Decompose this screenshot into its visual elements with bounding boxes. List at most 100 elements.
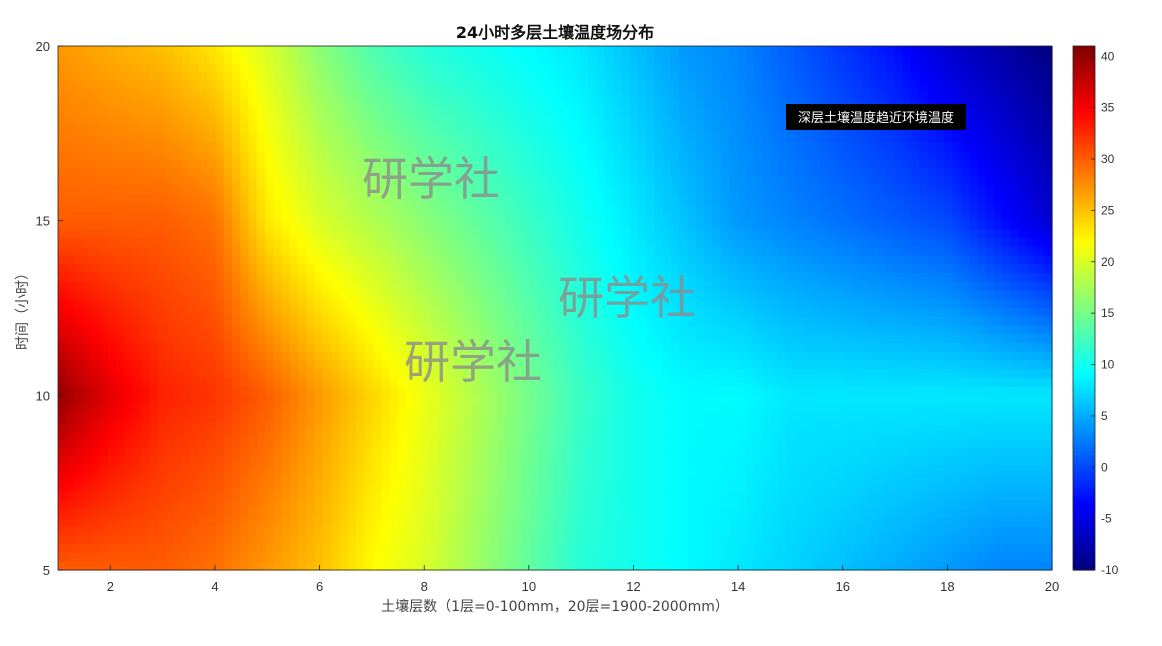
heatmap-cell: [521, 482, 531, 492]
heatmap-cell: [273, 552, 283, 562]
heatmap-cell: [604, 185, 614, 196]
heatmap-cell: [654, 325, 664, 335]
heatmap-cell: [637, 430, 647, 440]
heatmap-cell: [579, 421, 589, 431]
heatmap-cell: [588, 369, 598, 379]
heatmap-cell: [289, 168, 299, 178]
heatmap-cell: [132, 133, 142, 143]
heatmap-cell: [198, 124, 208, 134]
heatmap-cell: [298, 124, 308, 134]
heatmap-cell: [596, 430, 606, 440]
heatmap-cell: [339, 543, 349, 554]
heatmap-cell: [646, 386, 655, 396]
heatmap-cell: [165, 203, 175, 213]
heatmap-cell: [687, 150, 697, 161]
heatmap-cell: [629, 89, 639, 99]
heatmap-cell: [281, 430, 291, 440]
heatmap-cell: [604, 447, 614, 458]
heatmap-cell: [472, 465, 482, 475]
heatmap-cell: [82, 159, 92, 169]
heatmap-cell: [596, 500, 606, 510]
heatmap-cell: [505, 133, 515, 143]
heatmap-cell: [347, 72, 357, 82]
heatmap-cell: [372, 72, 382, 82]
heatmap-cell: [695, 491, 705, 501]
heatmap-cell: [190, 150, 200, 161]
heatmap-cell: [215, 395, 225, 405]
heatmap-cell: [563, 150, 573, 161]
heatmap-cell: [372, 290, 382, 300]
heatmap-cell: [488, 386, 498, 396]
heatmap-cell: [91, 115, 101, 126]
heatmap-cell: [720, 316, 730, 327]
heatmap-cell: [720, 211, 730, 222]
heatmap-cell: [198, 238, 208, 248]
heatmap-cell: [546, 412, 556, 423]
heatmap-cell: [422, 473, 432, 484]
heatmap-cell: [107, 185, 117, 196]
heatmap-cell: [323, 177, 332, 187]
heatmap-cell: [124, 290, 134, 300]
heatmap-cell: [240, 377, 250, 388]
heatmap-cell: [472, 98, 482, 108]
heatmap-cell: [165, 63, 175, 73]
heatmap-cell: [405, 456, 415, 466]
heatmap-cell: [555, 508, 564, 519]
heatmap-cell: [372, 299, 382, 309]
heatmap-cell: [629, 325, 639, 335]
heatmap-cell: [612, 552, 622, 562]
heatmap-cell: [588, 325, 598, 335]
heatmap-cell: [422, 421, 432, 431]
heatmap-cell: [124, 456, 134, 466]
heatmap-cell: [679, 107, 689, 117]
heatmap-cell: [571, 369, 581, 379]
heatmap-cell: [695, 508, 705, 519]
heatmap-cell: [422, 439, 432, 449]
heatmap-cell: [157, 395, 167, 405]
heatmap-cell: [430, 552, 440, 562]
heatmap-cell: [99, 377, 109, 388]
heatmap-cell: [389, 430, 399, 440]
heatmap-cell: [339, 334, 349, 344]
heatmap-cell: [231, 98, 241, 108]
heatmap-cell: [99, 211, 109, 222]
heatmap-cell: [91, 98, 101, 108]
heatmap-cell: [66, 211, 76, 222]
heatmap-cell: [414, 220, 424, 230]
heatmap-cell: [505, 159, 515, 169]
heatmap-cell: [124, 482, 134, 492]
heatmap-cell: [670, 142, 680, 152]
heatmap-cell: [107, 351, 117, 361]
heatmap-cell: [381, 124, 390, 134]
heatmap-cell: [248, 395, 258, 405]
heatmap-cell: [422, 255, 432, 265]
heatmap-cell: [621, 552, 631, 562]
heatmap-cell: [289, 107, 299, 117]
heatmap-cell: [265, 264, 274, 274]
heatmap-cell: [281, 308, 291, 318]
heatmap-cell: [463, 561, 473, 571]
heatmap-cell: [173, 98, 183, 108]
heatmap-cell: [157, 63, 167, 73]
heatmap-cell: [588, 168, 598, 178]
heatmap-cell: [140, 543, 150, 554]
heatmap-cell: [463, 194, 473, 204]
heatmap-cell: [695, 89, 705, 99]
heatmap-cell: [455, 526, 465, 536]
heatmap-cell: [132, 89, 142, 99]
heatmap-cell: [215, 316, 225, 327]
heatmap-cell: [472, 439, 482, 449]
heatmap-cell: [157, 72, 167, 82]
heatmap-cell: [240, 386, 250, 396]
heatmap-cell: [256, 63, 266, 73]
heatmap-cell: [215, 124, 225, 134]
heatmap-cell: [82, 342, 92, 353]
heatmap-cell: [662, 80, 672, 91]
heatmap-cell: [140, 325, 150, 335]
heatmap-cell: [248, 107, 258, 117]
heatmap-cell: [488, 465, 498, 475]
heatmap-cell: [331, 46, 341, 56]
heatmap-cell: [389, 142, 399, 152]
heatmap-cell: [339, 46, 349, 56]
heatmap-cell: [571, 404, 581, 414]
